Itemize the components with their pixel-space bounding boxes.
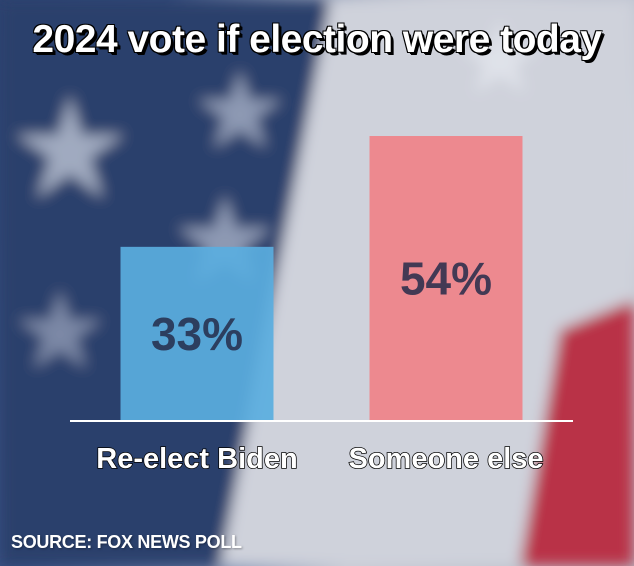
flag-star-icon bbox=[460, 20, 540, 93]
flag-star-icon bbox=[198, 70, 282, 148]
flag-stripe-red bbox=[520, 300, 634, 566]
bar-2 bbox=[369, 136, 523, 421]
flag-star-icon bbox=[178, 195, 272, 282]
bar-value-label: 54% bbox=[400, 253, 492, 305]
category-label: Re-elect Biden bbox=[96, 443, 297, 475]
flag-star-icon bbox=[18, 290, 102, 368]
category-label: Someone else bbox=[348, 443, 543, 475]
source-credit: SOURCE: FOX NEWS POLL bbox=[11, 532, 242, 552]
chart-title: 2024 vote if election were today bbox=[32, 18, 602, 61]
flag-star-icon bbox=[16, 95, 124, 198]
bar-value-label: 33% bbox=[151, 308, 243, 360]
bar-1 bbox=[120, 246, 274, 421]
